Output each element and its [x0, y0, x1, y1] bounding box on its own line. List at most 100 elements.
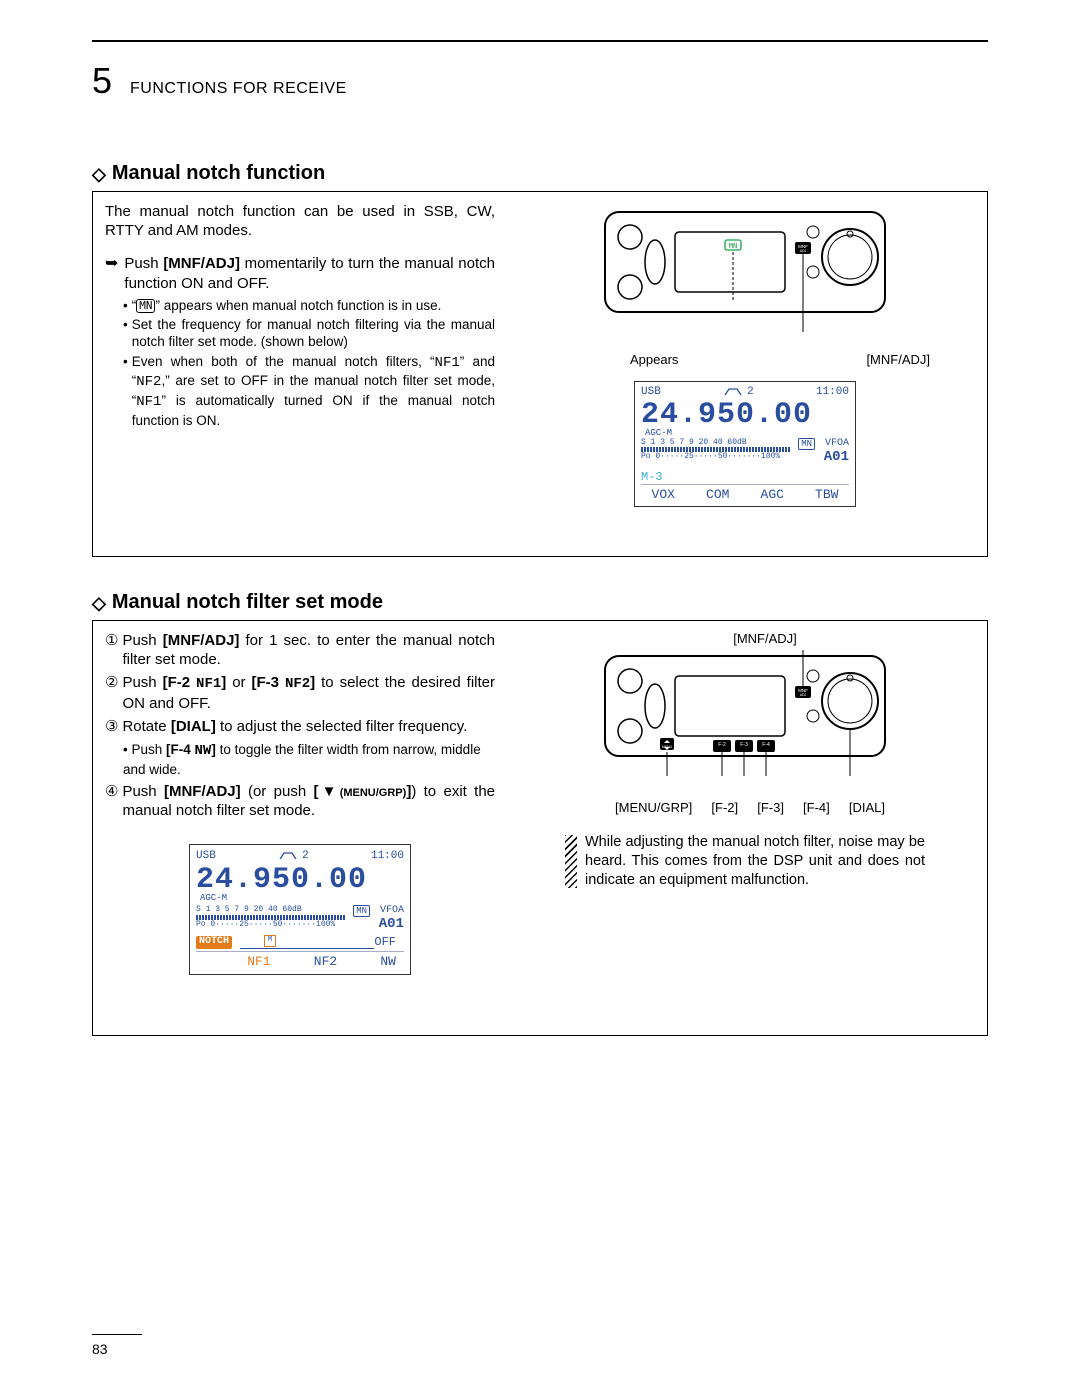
- section-title: ◇ Manual notch function: [92, 162, 988, 185]
- lcd-mode: USB: [641, 386, 661, 398]
- notch-tickbar: [240, 942, 374, 949]
- notch-scale: M OFF: [240, 935, 404, 951]
- t: Rotate [DIAL] to adjust the selected fil…: [122, 717, 467, 736]
- t: Even when both of the manual notch filte…: [132, 354, 435, 369]
- t: Even when both of the manual notch filte…: [132, 353, 495, 430]
- sub-item: • “MN” appears when manual notch functio…: [123, 297, 495, 314]
- lcd-fn1: VOX: [652, 487, 675, 502]
- callout-f2: [F-2]: [711, 800, 738, 815]
- steps-list: ① Push [MNF/ADJ] for 1 sec. to enter the…: [105, 631, 495, 737]
- callout-dial: [DIAL]: [849, 800, 885, 815]
- t: ” is automatically turned ON if the manu…: [132, 393, 495, 428]
- section1-main-bullet: ➥ Push [MNF/ADJ] momentarily to turn the…: [105, 254, 495, 292]
- key: [F-3: [252, 674, 285, 691]
- diamond-icon: ◇: [92, 594, 106, 612]
- lcd-top-row: USB 2 11:00: [196, 849, 404, 863]
- nf1: NF1: [196, 676, 221, 692]
- section1-sublist: • “MN” appears when manual notch functio…: [123, 297, 495, 430]
- t: [▼: [314, 783, 340, 800]
- callout-menugrp: [MENU/GRP]: [615, 800, 692, 815]
- diamond-icon: ◇: [92, 165, 106, 183]
- filter-shape-icon: [723, 387, 743, 397]
- chapter-title: FUNCTIONS FOR RECEIVE: [130, 80, 347, 98]
- t: Push: [122, 783, 164, 800]
- lcd-time: 11:00: [816, 386, 849, 398]
- lcd-meter-scale: S 1 3 5 7 9 20 40 60dB: [196, 905, 404, 915]
- lcd-vfoa: VFOA: [825, 438, 849, 449]
- lcd-fn-nf2: NF2: [314, 954, 337, 971]
- bullet-text: Push [MNF/ADJ] momentarily to turn the m…: [124, 254, 495, 292]
- section-manual-notch-filter-set-mode: ◇ Manual notch filter set mode ① Push [M…: [92, 591, 988, 1036]
- callout-f3: [F-3]: [757, 800, 784, 815]
- nf1: NF1: [136, 394, 161, 410]
- sub-item: • Even when both of the manual notch fil…: [123, 353, 495, 430]
- steps-list-cont: ④ Push [MNF/ADJ] (or push [▼(MENU/GRP)])…: [105, 782, 495, 820]
- key: [F-2: [163, 674, 196, 691]
- svg-text:ADJ: ADJ: [800, 693, 807, 697]
- top-rule: [92, 40, 988, 42]
- key: [F-4: [166, 742, 195, 757]
- svg-text:F-2: F-2: [718, 742, 726, 748]
- sub-item: • Set the frequency for manual notch fil…: [123, 316, 495, 351]
- key: [MNF/ADJ]: [163, 632, 240, 649]
- lcd-display-2: USB 2 11:00 24.950.00 AGC-M MN VFOA: [189, 844, 411, 975]
- lcd-frequency: 24.950.00: [641, 400, 849, 430]
- step-num-icon: ④: [105, 782, 118, 820]
- key: [DIAL]: [171, 718, 216, 735]
- lcd-frequency: 24.950.00: [196, 865, 404, 895]
- step-item: ① Push [MNF/ADJ] for 1 sec. to enter the…: [105, 631, 495, 669]
- t: Rotate: [122, 718, 170, 735]
- lcd-time: 11:00: [371, 849, 404, 863]
- t: (MENU/GRP): [340, 787, 407, 799]
- section1-left: The manual notch function can be used in…: [105, 202, 495, 542]
- callout-appears: Appears: [630, 352, 678, 367]
- bullet-dot-icon: •: [123, 297, 128, 314]
- section-manual-notch-function: ◇ Manual notch function The manual notch…: [92, 162, 988, 557]
- lcd-fn4: TBW: [815, 487, 838, 502]
- t: Push: [122, 632, 162, 649]
- lcd-top-row: USB 2 11:00: [641, 386, 849, 398]
- lcd-po: Po 0·····25·····50·······100%: [641, 452, 849, 461]
- t: to adjust the selected filter frequency.: [216, 718, 468, 735]
- svg-text:F-3: F-3: [740, 742, 748, 748]
- lcd-po: Po 0·····25·····50·······100%: [196, 920, 404, 930]
- step-num-icon: ②: [105, 673, 118, 713]
- lcd-meter: MN VFOA A01 S 1 3 5 7 9 20 40 60dB Po 0·…: [196, 905, 404, 933]
- t: Push: [131, 742, 166, 757]
- callouts-row: [MENU/GRP] [F-2] [F-3] [F-4] [DIAL]: [595, 800, 895, 815]
- lcd-meter: MN VFOA A01 S 1 3 5 7 9 20 40 60dB Po 0·…: [641, 438, 849, 466]
- lcd-att: A01: [379, 916, 404, 934]
- t: Set the frequency for manual notch filte…: [132, 316, 495, 351]
- bullet-dot-icon: •: [123, 316, 128, 351]
- section1-right: MN MNF ADJ Appears [MNF/ADJ]: [515, 202, 975, 542]
- section1-box: The manual notch function can be used in…: [92, 191, 988, 557]
- lcd-fn2: COM: [706, 487, 729, 502]
- filter-shape-icon: [278, 851, 298, 861]
- t: “MN” appears when manual notch function …: [132, 297, 442, 314]
- t: (or push: [241, 783, 314, 800]
- lcd2-wrap: USB 2 11:00 24.950.00 AGC-M MN VFOA: [105, 830, 495, 975]
- lcd-fil: 2: [278, 849, 309, 863]
- nf2: NF2: [136, 374, 161, 390]
- nf2: NF2: [285, 676, 310, 692]
- nf1: NF1: [435, 355, 460, 371]
- chapter-number: 5: [92, 60, 112, 102]
- t: Push [MNF/ADJ] for 1 sec. to enter the m…: [122, 631, 495, 669]
- lcd-mode: USB: [196, 849, 216, 863]
- step-item: ③ Rotate [DIAL] to adjust the selected f…: [105, 717, 495, 736]
- svg-text:F-4: F-4: [762, 742, 770, 748]
- key: [MNF/ADJ]: [164, 783, 241, 800]
- section1-intro: The manual notch function can be used in…: [105, 202, 495, 240]
- lcd-display-1: USB 2 11:00 24.950.00 AGC-M MN VFOA A01 …: [634, 381, 856, 507]
- t: Push: [124, 255, 163, 272]
- key: [MNF/ADJ]: [163, 255, 240, 272]
- section-title-text: Manual notch filter set mode: [112, 591, 383, 614]
- manual-page: 5 FUNCTIONS FOR RECEIVE ◇ Manual notch f…: [0, 0, 1080, 1397]
- t: Push: [122, 674, 162, 691]
- lcd-notch-row: NOTCH M OFF: [196, 935, 404, 951]
- dsp-noise-note: While adjusting the manual notch filter,…: [565, 833, 925, 890]
- lcd-mn-icon: MN: [353, 905, 370, 917]
- t: ” appears when manual notch function is …: [155, 298, 441, 313]
- lcd-att: A01: [824, 449, 849, 465]
- lcd-fn-row: NF1 NF2 NW: [196, 951, 404, 971]
